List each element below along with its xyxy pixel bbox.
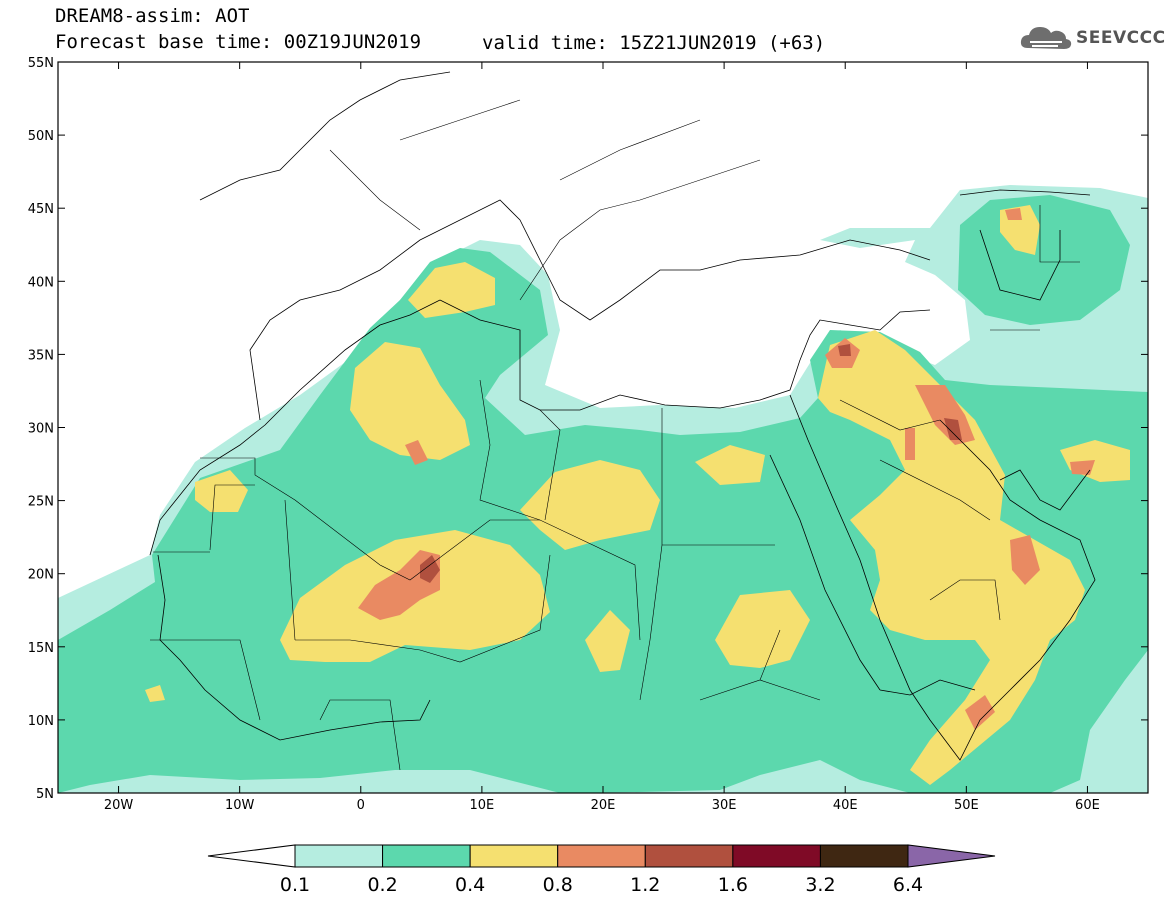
colorbar-box <box>294 844 384 868</box>
colorbar-high-arrow <box>907 844 996 868</box>
axis-ticks <box>58 61 1148 794</box>
colorbar: 0.1 0.2 0.4 0.8 1.2 1.6 3.2 6.4 <box>207 844 996 896</box>
colorbar-label: 1.2 <box>630 874 660 896</box>
lat-tick-label: 45N <box>28 202 54 217</box>
colorbar-label: 0.4 <box>455 874 485 896</box>
colorbar-label: 0.2 <box>367 874 397 896</box>
aot-band-1.2 <box>420 344 962 583</box>
base-time-label: Forecast base time: 00Z19JUN2019 <box>55 31 422 53</box>
lon-tick-label: 10E <box>470 798 495 813</box>
valid-time-label: valid time: 15Z21JUN2019 (+63) <box>482 32 826 54</box>
colorbar-box <box>819 844 909 868</box>
logo-text: SEEVCCC <box>1076 28 1165 48</box>
aot-band-0.4 <box>145 205 1130 785</box>
cloud-icon <box>1020 27 1072 49</box>
lat-tick-label: 15N <box>28 641 54 656</box>
lat-tick-label: 50N <box>28 129 54 144</box>
colorbar-box <box>732 844 821 868</box>
lat-tick-label: 20N <box>28 568 54 583</box>
lon-tick-label: 0 <box>357 798 365 813</box>
aot-field <box>58 185 1148 793</box>
colorbar-label: 3.2 <box>805 874 835 896</box>
colorbar-box <box>644 844 734 868</box>
lat-tick-label: 35N <box>28 348 54 363</box>
lon-tick-label: 30E <box>712 798 737 813</box>
lon-tick-label: 20W <box>104 798 134 813</box>
lon-tick-label: 60E <box>1075 798 1100 813</box>
axis-labels: 20W 10W 0 10E 20E 30E 40E 50E 60E 5N 10N 15N 20N 25N 3… <box>28 56 1100 813</box>
map-title: DREAM8-assim: AOT <box>55 5 250 27</box>
seevccc-logo: SEEVCCC <box>1018 22 1165 54</box>
lat-tick-label: 40N <box>28 275 54 290</box>
colorbar-box <box>382 844 471 868</box>
lon-tick-label: 40E <box>833 798 858 813</box>
colorbar-label: 0.1 <box>280 874 310 896</box>
colorbar-box <box>557 844 646 868</box>
lon-tick-label: 50E <box>954 798 979 813</box>
lat-tick-label: 5N <box>36 787 54 802</box>
lon-tick-label: 10W <box>225 798 255 813</box>
lon-tick-label: 20E <box>591 798 616 813</box>
lat-tick-label: 25N <box>28 495 54 510</box>
colorbar-label: 1.6 <box>718 874 748 896</box>
country-borders <box>150 99 1080 771</box>
colorbar-box <box>469 844 559 868</box>
lat-tick-label: 55N <box>28 56 54 71</box>
colorbar-low-arrow <box>207 844 296 868</box>
colorbar-label: 6.4 <box>893 874 923 896</box>
colorbar-label: 0.8 <box>543 874 573 896</box>
lat-tick-label: 10N <box>28 714 54 729</box>
lat-tick-label: 30N <box>28 422 54 437</box>
